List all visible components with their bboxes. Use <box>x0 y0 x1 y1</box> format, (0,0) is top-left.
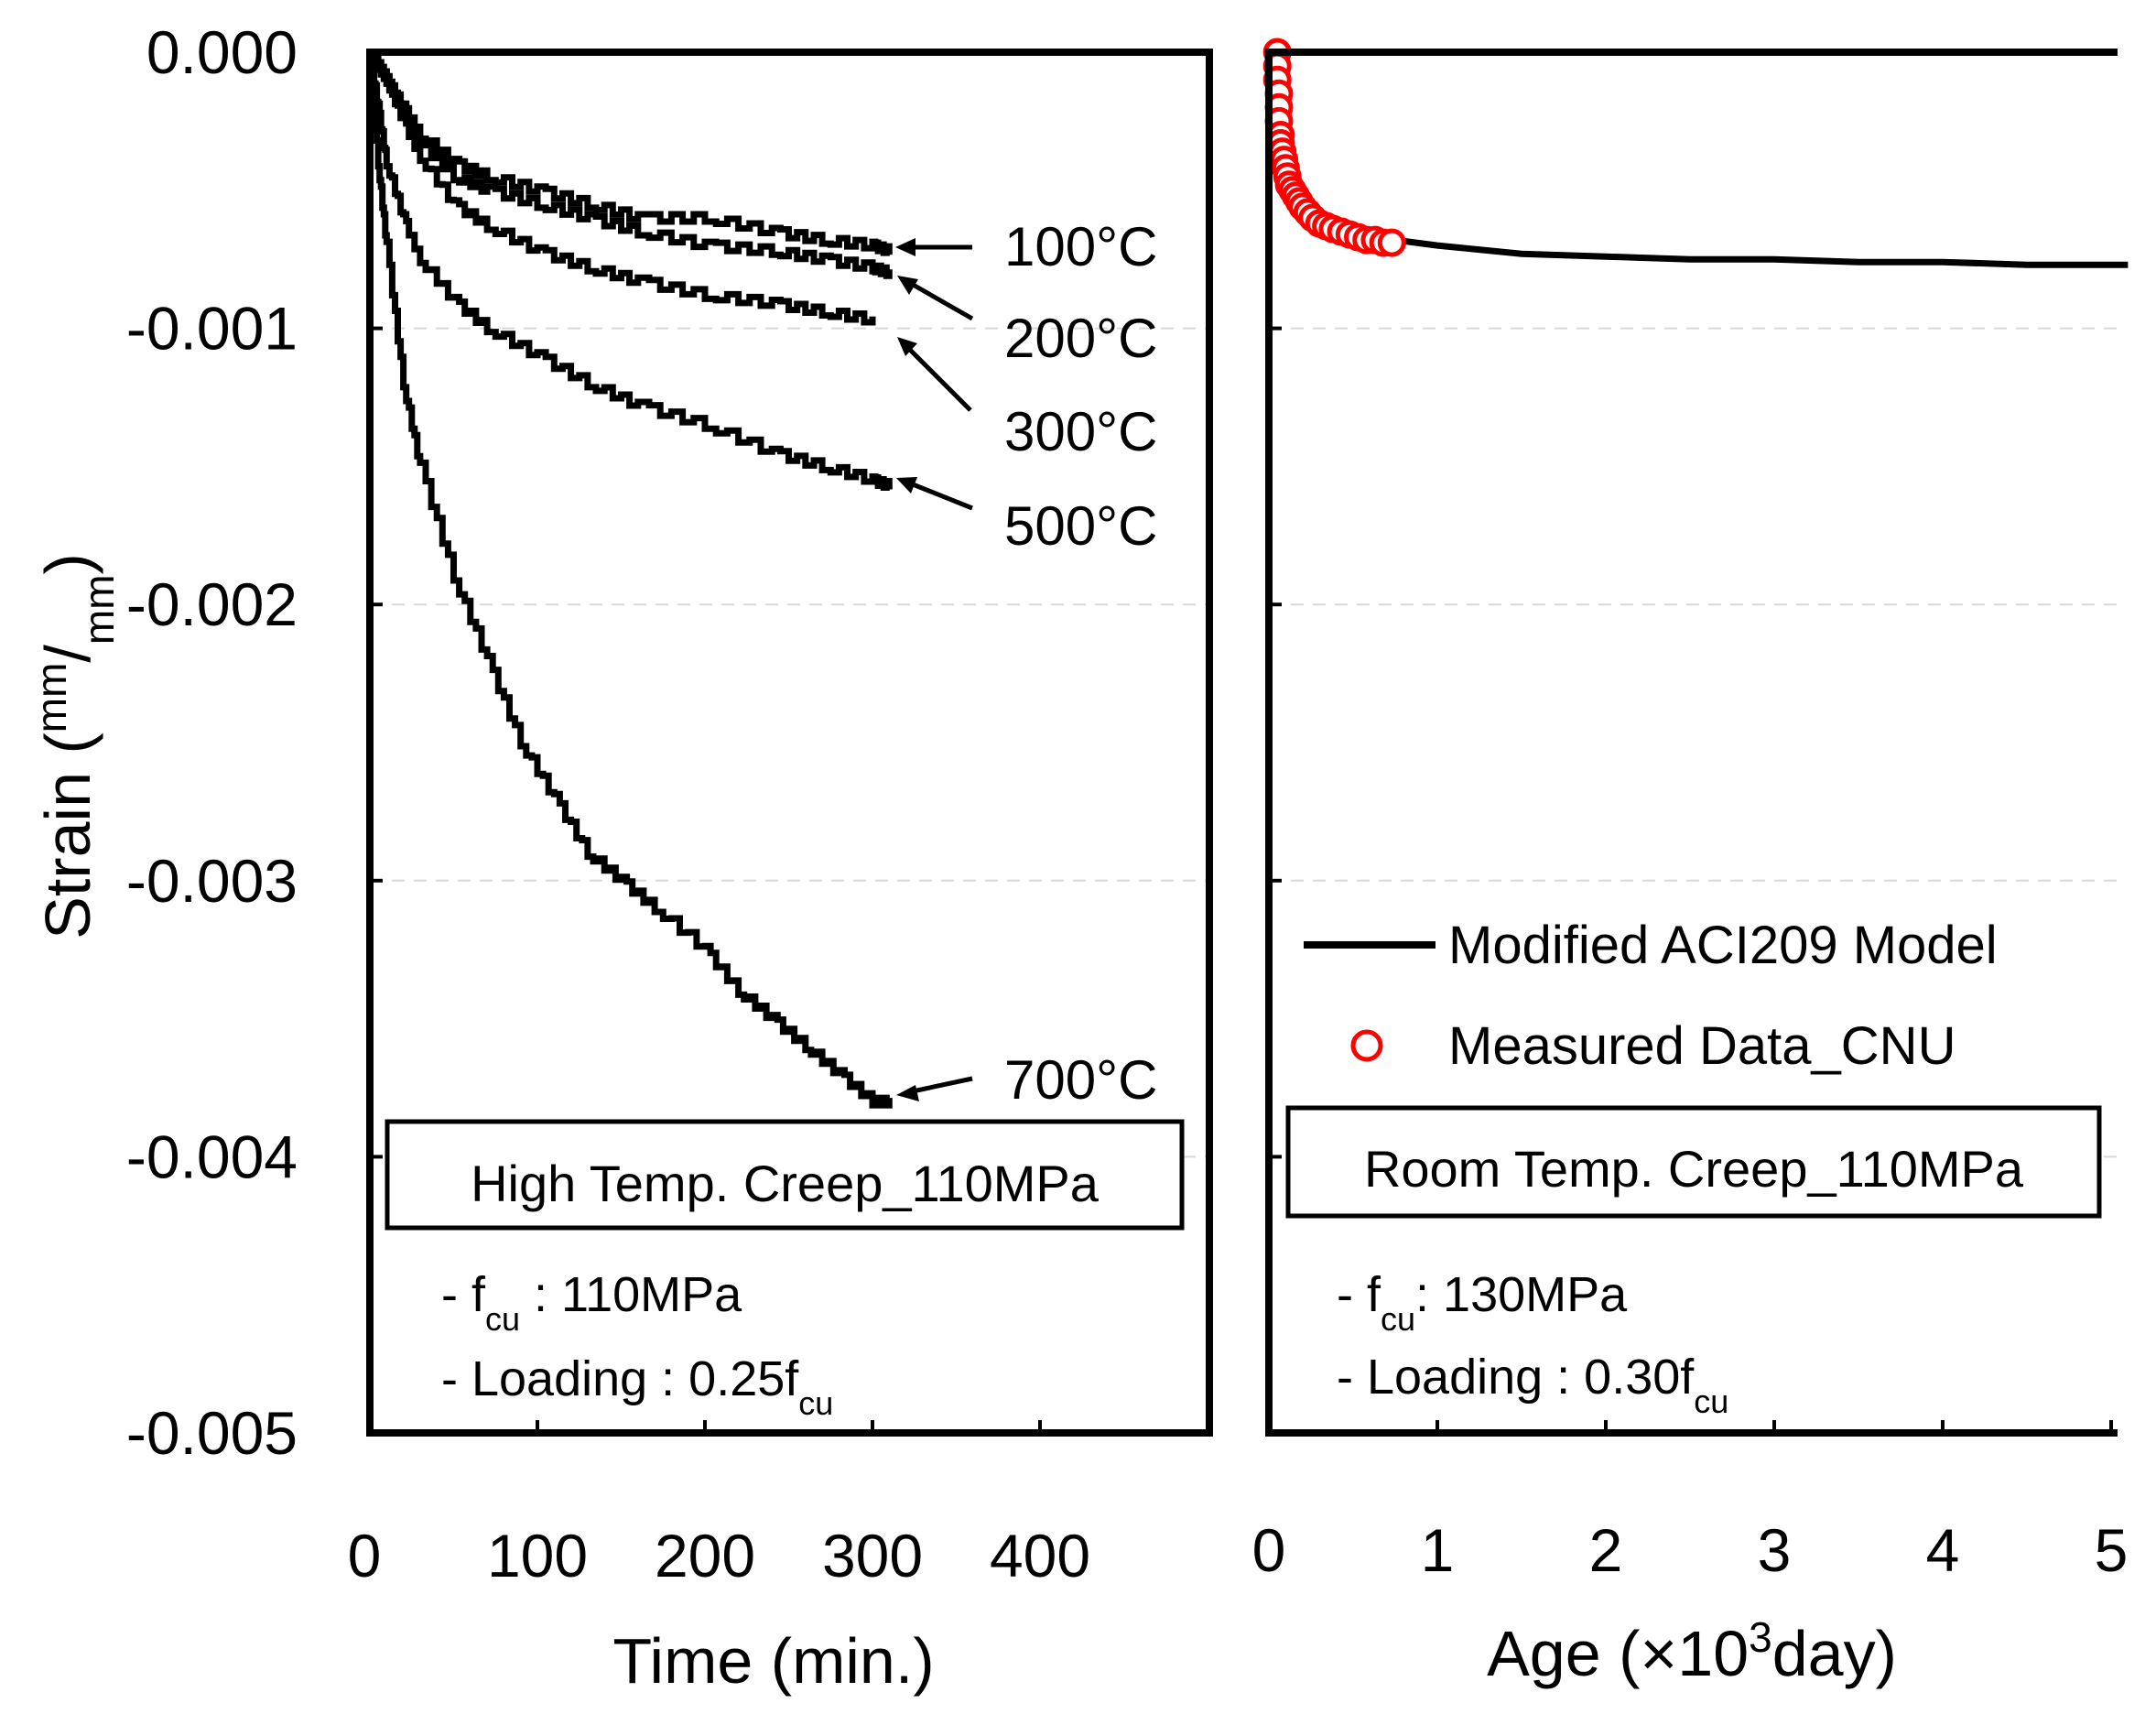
arrow-200 <box>906 279 974 321</box>
legend-measured-marker <box>1350 1029 1383 1062</box>
left-x-tick-label: 300 <box>822 1522 923 1589</box>
right-x-tick-label: 4 <box>1926 1516 1960 1584</box>
right-title-box <box>1285 1105 2102 1219</box>
left-y-tick-labels: 0.000 -0.001 -0.002 -0.003 -0.004 -0.005 <box>126 18 298 1467</box>
legend-model-label: Modified ACI209 Model <box>1448 916 1998 975</box>
series-line-700c <box>368 49 893 1109</box>
left-panel: 0.000 -0.001 -0.002 -0.003 -0.004 -0.005 0 100… <box>27 18 1213 1697</box>
arrowhead-700 <box>896 1085 919 1101</box>
right-note-fcu: - fcu: 130MPa <box>1337 1267 1628 1338</box>
left-plot-frame <box>366 49 1213 1437</box>
measured-point <box>1377 228 1406 257</box>
left-x-tick-label: 200 <box>655 1522 755 1589</box>
y-tick-label: -0.003 <box>126 847 298 915</box>
arrow-700 <box>907 1076 973 1095</box>
left-title: High Temp. Creep_110MPa <box>471 1155 1100 1212</box>
label-200c: 200°C <box>1004 308 1157 369</box>
series-line-modified-aci209 <box>1394 236 2129 268</box>
right-x-tick-label: 1 <box>1421 1516 1455 1584</box>
right-x-tick-label: 5 <box>2095 1516 2129 1584</box>
left-x-tick-label: 100 <box>487 1522 588 1589</box>
left-note-loading: - Loading : 0.25fcu <box>441 1351 833 1422</box>
y-tick-label: -0.005 <box>126 1399 298 1467</box>
arrowhead-300 <box>897 337 917 356</box>
series-line-500c <box>368 49 893 491</box>
arrowhead-100 <box>895 238 915 256</box>
right-x-tick-label: 2 <box>1589 1516 1623 1584</box>
right-series <box>1262 38 2129 268</box>
y-axis-title: Strain (mm/mm) <box>27 553 123 939</box>
series-line-300c <box>369 49 876 326</box>
legend: Modified ACI209 Model Measured Data_CNU <box>1304 916 1998 1076</box>
legend-measured-label: Measured Data_CNU <box>1448 1016 1956 1076</box>
temperature-annotations: 100°C 200°C 300°C 500°C 700°C <box>895 216 1157 1111</box>
left-title-box <box>385 1119 1185 1231</box>
label-300c: 300°C <box>1004 401 1157 462</box>
right-panel: 0 1 2 3 4 5 Age (×103day) Modified ACI209 Mod… <box>1252 38 2129 1689</box>
y-tick-label: -0.004 <box>126 1123 298 1190</box>
arrow-300 <box>905 344 972 412</box>
left-series <box>368 49 893 1109</box>
right-x-tick-label: 0 <box>1252 1516 1286 1584</box>
right-x-tick-label: 3 <box>1758 1516 1792 1584</box>
left-x-tick-label: 400 <box>990 1522 1090 1589</box>
label-500c: 500°C <box>1004 495 1157 557</box>
y-tick-label: -0.002 <box>126 570 298 638</box>
right-title: Room Temp. Creep_110MPa <box>1364 1140 2024 1198</box>
arrow-500 <box>907 480 973 511</box>
left-x-axis-title: Time (min.) <box>612 1625 934 1697</box>
right-x-axis-title: Age (×103day) <box>1487 1613 1897 1689</box>
y-tick-label: 0.000 <box>146 18 298 86</box>
left-x-tick-labels: 0 100 200 300 400 <box>348 1522 1090 1589</box>
left-x-tick-label: 0 <box>348 1522 382 1589</box>
left-note-fcu: - fcu : 110MPa <box>441 1267 742 1338</box>
y-tick-label: -0.001 <box>126 295 298 363</box>
arrowhead-500 <box>896 477 917 494</box>
right-x-tick-labels: 0 1 2 3 4 5 <box>1252 1516 2129 1584</box>
right-plot-frame <box>1265 49 2118 1437</box>
right-note-loading: - Loading : 0.30fcu <box>1337 1350 1728 1420</box>
label-100c: 100°C <box>1004 216 1157 277</box>
arrowhead-200 <box>897 276 918 295</box>
label-700c: 700°C <box>1004 1049 1157 1111</box>
